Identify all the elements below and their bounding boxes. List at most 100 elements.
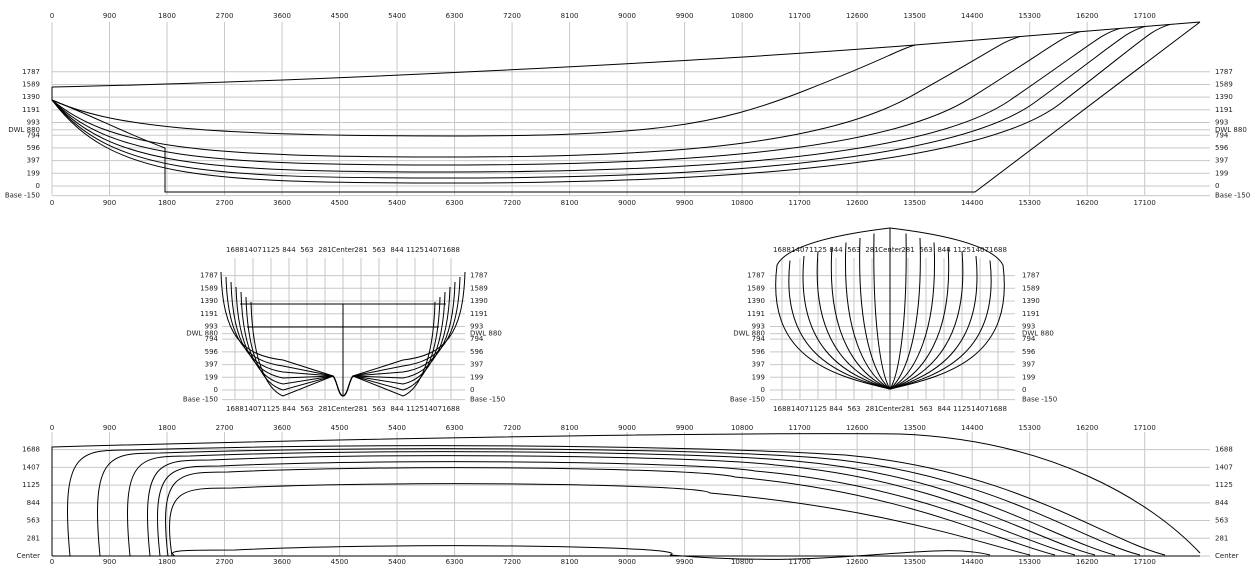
hull-line [51, 36, 1021, 158]
station-label: 900 [103, 199, 116, 207]
height-label: DWL 880 [470, 330, 502, 338]
station-label: 3600 [273, 199, 291, 207]
waterline [172, 545, 991, 560]
breadth-label: 844 [282, 405, 296, 413]
breadth-label: 844 [282, 246, 296, 254]
breadth-label: 281 [354, 246, 367, 254]
height-label: 596 [752, 348, 766, 356]
height-label: 1390 [470, 297, 488, 305]
station-label: 7200 [503, 424, 521, 432]
station-label: 11700 [788, 558, 810, 566]
height-label: 794 [27, 131, 41, 139]
station-label: 0 [50, 199, 54, 207]
breadth-label: 1688 [773, 405, 791, 413]
height-label: 397 [470, 361, 483, 369]
station-label: 15300 [1019, 199, 1041, 207]
breadth-label: 1125 [953, 405, 971, 413]
breadth-label: 1407 [971, 405, 989, 413]
station-label: 17100 [1134, 558, 1156, 566]
station-label: 9900 [676, 12, 694, 20]
breadth-label: 563 [372, 405, 385, 413]
waterline [169, 483, 1031, 557]
height-label: 1390 [1215, 93, 1233, 101]
station-label: 11700 [788, 199, 810, 207]
height-label: 993 [1215, 119, 1228, 127]
station-label: 13500 [904, 424, 926, 432]
breadth-label: 281 [901, 405, 914, 413]
station-label: 4500 [331, 12, 349, 20]
breadth-label: 563 [300, 405, 313, 413]
breadth-label: 1125 [809, 405, 827, 413]
breadth-label: 1688 [989, 405, 1007, 413]
station-label: 9900 [676, 199, 694, 207]
breadth-label: 281 [318, 405, 331, 413]
station-label: 10800 [731, 424, 753, 432]
height-label: 1191 [200, 310, 218, 318]
height-label: 1125 [1215, 481, 1233, 489]
breadth-label: 844 [829, 405, 843, 413]
station-label: 5400 [388, 199, 406, 207]
height-label: 1191 [747, 310, 765, 318]
station-label: 10800 [731, 199, 753, 207]
height-label: 596 [1022, 348, 1036, 356]
breadth-label: 844 [390, 246, 404, 254]
breadth-label: 1688 [442, 405, 460, 413]
breadth-label: 563 [847, 246, 860, 254]
height-label: DWL 880 [186, 330, 218, 338]
height-label: 1390 [22, 93, 40, 101]
station-label: 11700 [788, 424, 810, 432]
height-label: 397 [205, 361, 218, 369]
breadth-label: 563 [300, 246, 313, 254]
height-label: Base -150 [1215, 192, 1250, 200]
height-label: 596 [1215, 144, 1229, 152]
station-label: 16200 [1076, 424, 1098, 432]
height-label: 0 [214, 386, 218, 394]
station-label: 7200 [503, 12, 521, 20]
hull-line [51, 27, 1121, 173]
station-label: 4500 [331, 558, 349, 566]
height-label: 199 [205, 373, 218, 381]
station-label: 14400 [961, 424, 983, 432]
height-label: 1589 [1215, 80, 1233, 88]
height-label: Center [1215, 552, 1239, 560]
breadth-label: Center [331, 246, 355, 254]
breadth-label: 844 [390, 405, 404, 413]
height-label: 1589 [22, 80, 40, 88]
breadth-label: 1125 [953, 246, 971, 254]
height-label: 1787 [200, 272, 218, 280]
height-label: 1589 [747, 284, 765, 292]
breadth-label: 1688 [226, 246, 244, 254]
breadth-label: 1407 [971, 246, 989, 254]
station-label: 4500 [331, 199, 349, 207]
height-label: 844 [27, 499, 41, 507]
breadth-label: 1688 [773, 246, 791, 254]
height-label: 794 [752, 335, 766, 343]
station-label: 6300 [446, 199, 464, 207]
station-label: 10800 [731, 12, 753, 20]
station-label: 9900 [676, 424, 694, 432]
height-label: 281 [1215, 534, 1228, 542]
breadth-label: 281 [865, 246, 878, 254]
station-label: 2700 [216, 199, 234, 207]
height-label: DWL 880 [1215, 126, 1247, 134]
height-label: 596 [205, 348, 219, 356]
station-label: 17100 [1134, 12, 1156, 20]
station-label: 16200 [1076, 12, 1098, 20]
breadth-label: 1407 [424, 405, 442, 413]
breadth-label: 281 [901, 246, 914, 254]
height-label: Center [16, 552, 40, 560]
height-label: Base -150 [183, 396, 218, 404]
station-label: 9000 [618, 424, 636, 432]
breadth-label: 281 [318, 246, 331, 254]
breadth-label: 1688 [226, 405, 244, 413]
height-label: 0 [1215, 182, 1219, 190]
height-label: 1390 [1022, 297, 1040, 305]
breadth-label: 1125 [406, 246, 424, 254]
height-label: 794 [205, 335, 219, 343]
breadth-label: 563 [372, 246, 385, 254]
station-label: 1800 [158, 12, 176, 20]
station-label: 3600 [273, 12, 291, 20]
height-label: 993 [27, 119, 40, 127]
station-label: 6300 [446, 558, 464, 566]
height-label: 0 [36, 182, 40, 190]
